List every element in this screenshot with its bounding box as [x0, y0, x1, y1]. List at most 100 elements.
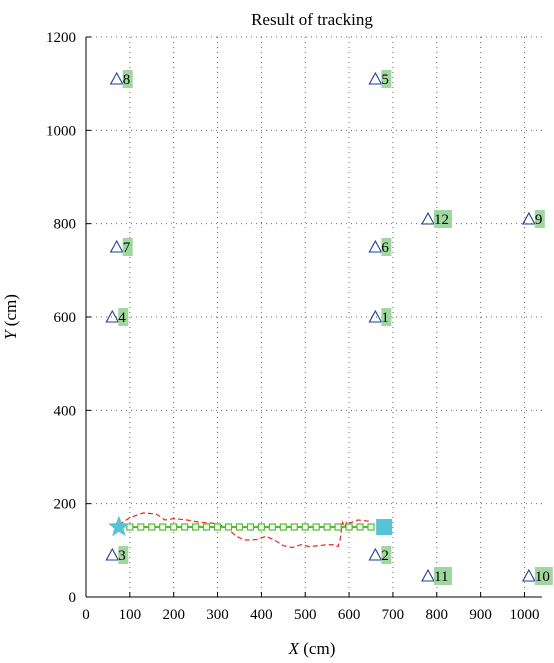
true-path-point — [137, 523, 145, 531]
y-axis-label-var: Y — [1, 329, 20, 340]
x-axis-label: X (cm) — [288, 639, 336, 658]
x-tick-label: 100 — [119, 607, 142, 623]
anchor-node-1: 1 — [368, 308, 392, 326]
true-path-point — [334, 523, 342, 531]
anchor-label: 9 — [535, 212, 543, 228]
anchor-label-bg — [118, 308, 129, 326]
true-path-point — [367, 523, 375, 531]
y-ticks: 0 200 400 600 800 1000 1200 — [46, 30, 91, 606]
true-path-point — [268, 523, 276, 531]
true-path-point — [301, 523, 309, 531]
true-path-point — [356, 523, 364, 531]
anchor-label-bg — [381, 308, 392, 326]
y-tick-label: 800 — [54, 217, 77, 233]
true-path — [126, 523, 375, 531]
anchor-node-5: 5 — [368, 70, 392, 88]
true-path-point — [192, 523, 200, 531]
x-tick-label: 0 — [82, 607, 90, 623]
true-path-point — [290, 523, 298, 531]
anchor-label-bg — [434, 567, 452, 585]
anchor-node-10: 10 — [521, 567, 553, 585]
y-tick-label: 400 — [54, 403, 77, 419]
anchor-label: 10 — [535, 569, 550, 585]
estimated-path — [118, 512, 372, 549]
estimated-path-line — [118, 512, 372, 549]
anchor-label: 12 — [434, 212, 449, 228]
true-path-point — [159, 523, 167, 531]
true-path-point — [148, 523, 156, 531]
true-path-point — [224, 523, 233, 531]
anchor-triangle-icon — [368, 239, 383, 253]
x-tick-label: 800 — [426, 607, 449, 623]
x-ticks: 0 100 200 300 400 500 600 700 800 900 1000 — [82, 592, 539, 623]
anchor-triangle-icon — [368, 71, 383, 85]
x-tick-label: 600 — [338, 607, 361, 623]
start-star-icon — [108, 515, 130, 537]
anchor-label: 4 — [118, 310, 126, 326]
anchor-label-bg — [118, 546, 129, 564]
anchor-label-bg — [534, 567, 553, 585]
anchor-node-12: 12 — [421, 210, 452, 228]
x-tick-label: 200 — [162, 607, 185, 623]
anchor-label-bg — [381, 546, 392, 564]
chart-title: Result of tracking — [251, 10, 373, 29]
anchor-label-bg — [122, 70, 133, 88]
true-path-point — [213, 523, 222, 531]
true-path-point — [181, 523, 189, 531]
anchor-label: 3 — [118, 548, 126, 564]
x-tick-label: 900 — [469, 607, 492, 623]
end-square-icon — [376, 519, 393, 535]
anchor-label: 7 — [123, 240, 131, 256]
anchor-label-bg — [381, 70, 392, 88]
anchor-triangle-icon — [368, 547, 383, 561]
anchor-node-2: 2 — [368, 546, 392, 564]
anchor-label-bg — [534, 210, 545, 228]
anchor-triangle-icon — [421, 568, 435, 582]
anchor-node-6: 6 — [368, 238, 392, 256]
anchor-node-9: 9 — [521, 210, 545, 228]
true-path-point — [323, 523, 331, 531]
anchor-triangle-icon — [105, 547, 120, 561]
true-path-point — [312, 523, 320, 531]
anchor-node-7: 7 — [109, 238, 133, 256]
anchor-triangle-icon — [105, 309, 120, 323]
grid — [86, 36, 542, 597]
y-tick-label: 600 — [54, 310, 77, 326]
true-path-point — [246, 523, 255, 531]
y-tick-label: 1000 — [46, 123, 76, 139]
true-path-point — [257, 523, 265, 531]
anchor-label: 2 — [381, 548, 389, 564]
anchor-triangle-icon — [421, 211, 435, 225]
x-axis-label-var: X — [288, 639, 300, 658]
x-tick-label: 500 — [294, 607, 317, 623]
true-path-point — [235, 523, 244, 531]
anchor-label-bg — [434, 210, 452, 228]
x-tick-label: 700 — [382, 607, 405, 623]
axes — [85, 37, 542, 598]
anchor-label: 11 — [434, 569, 448, 585]
x-tick-label: 1000 — [509, 607, 539, 623]
anchor-label: 1 — [381, 310, 389, 326]
true-path-point — [170, 523, 178, 531]
true-path-point — [126, 523, 134, 531]
anchor-label: 8 — [123, 72, 131, 88]
true-path-point — [279, 523, 287, 531]
y-axis-label-unit: (cm) — [1, 294, 20, 330]
anchor-label: 5 — [381, 72, 389, 88]
y-axis-label: Y (cm) — [1, 294, 20, 340]
x-tick-label: 300 — [206, 607, 229, 623]
anchor-triangle-icon — [521, 568, 536, 582]
y-tick-label: 0 — [69, 590, 77, 606]
endpoints — [108, 515, 393, 537]
anchor-triangle-icon — [368, 309, 383, 323]
anchor-triangle-icon — [109, 239, 124, 253]
anchor-node-11: 11 — [421, 567, 452, 585]
x-tick-label: 400 — [250, 607, 273, 623]
anchor-label: 6 — [381, 240, 389, 256]
true-path-point — [202, 523, 211, 531]
anchor-label-bg — [381, 238, 392, 256]
anchor-triangle-icon — [109, 71, 124, 85]
y-tick-label: 200 — [54, 497, 77, 513]
